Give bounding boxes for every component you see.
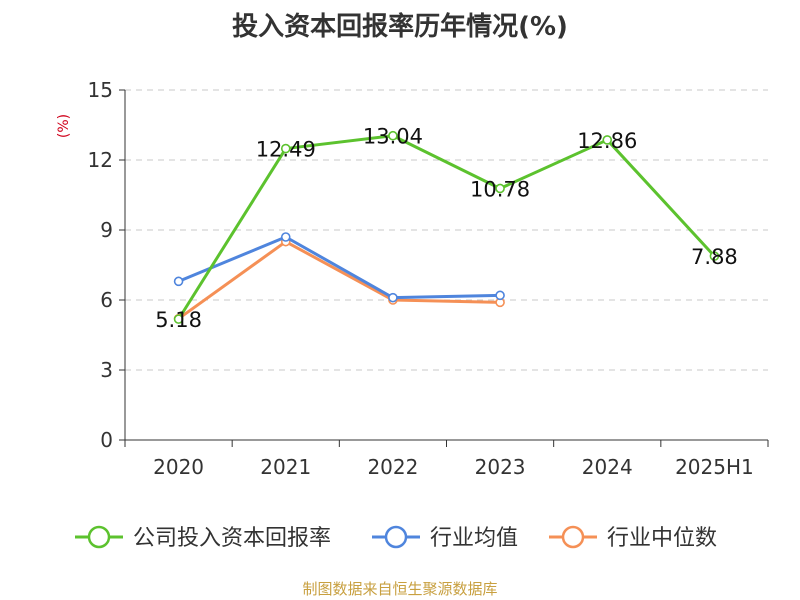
data-point	[173, 276, 184, 287]
legend-item-1[interactable]: 行业均值	[372, 525, 518, 551]
x-tick-label: 2022	[367, 455, 418, 479]
y-tick-label: 3	[100, 358, 113, 382]
x-tick-label: 2024	[582, 455, 633, 479]
grid-lines	[125, 89, 768, 371]
y-tick-label: 9	[100, 218, 113, 242]
data-label: 12.49	[256, 138, 316, 162]
series-line-0	[177, 134, 716, 320]
legend-marker	[87, 525, 111, 549]
data-label: 10.78	[470, 177, 530, 201]
y-tick-label: 0	[100, 428, 113, 452]
y-tick-label: 12	[88, 148, 113, 172]
x-tick-label: 2025H1	[675, 455, 754, 479]
data-point	[388, 130, 398, 141]
data-point	[495, 183, 505, 194]
data-point	[280, 143, 291, 154]
legend-label: 行业中位数	[607, 526, 717, 551]
data-point	[602, 135, 613, 145]
data-label: 12.86	[577, 129, 637, 153]
x-tick-label: 2021	[260, 455, 311, 479]
y-tick-label: 15	[88, 78, 113, 102]
x-tick-label: 2023	[475, 455, 526, 479]
x-tick-label: 2020	[153, 455, 204, 479]
data-point	[280, 232, 291, 242]
legend-item-2[interactable]: 行业中位数	[549, 525, 717, 551]
data-point	[495, 290, 505, 301]
series-line-1	[178, 235, 501, 300]
legend-item-0[interactable]: 公司投入资本回报率	[75, 525, 331, 551]
legend-label: 行业均值	[430, 526, 518, 551]
y-tick-label: 6	[100, 288, 113, 312]
y-axis-label: (%)	[56, 114, 72, 138]
series-line-2	[177, 240, 501, 320]
data-point	[388, 292, 398, 303]
data-label: 13.04	[363, 125, 423, 149]
data-point	[709, 251, 720, 261]
legend[interactable]: 公司投入资本回报率 行业均值 行业中位数	[75, 525, 717, 551]
source-footer: 制图数据来自恒生聚源数据库	[302, 580, 498, 598]
chart-title: 投入资本回报率历年情况(%)	[232, 12, 568, 42]
data-label: 5.18	[155, 308, 202, 332]
data-point	[173, 314, 184, 324]
legend-marker	[384, 525, 408, 549]
data-labels-layer: 5.18 12.49 13.04 10.78 12.86 7.88	[155, 125, 738, 332]
legend-marker	[561, 525, 585, 549]
axes: 0 3 6 9 12 15 (%) 2020 2021 2022 2023 2024 2025H1	[56, 78, 769, 479]
data-label: 7.88	[691, 245, 738, 269]
legend-label: 公司投入资本回报率	[133, 526, 331, 551]
series-layer	[173, 130, 720, 324]
